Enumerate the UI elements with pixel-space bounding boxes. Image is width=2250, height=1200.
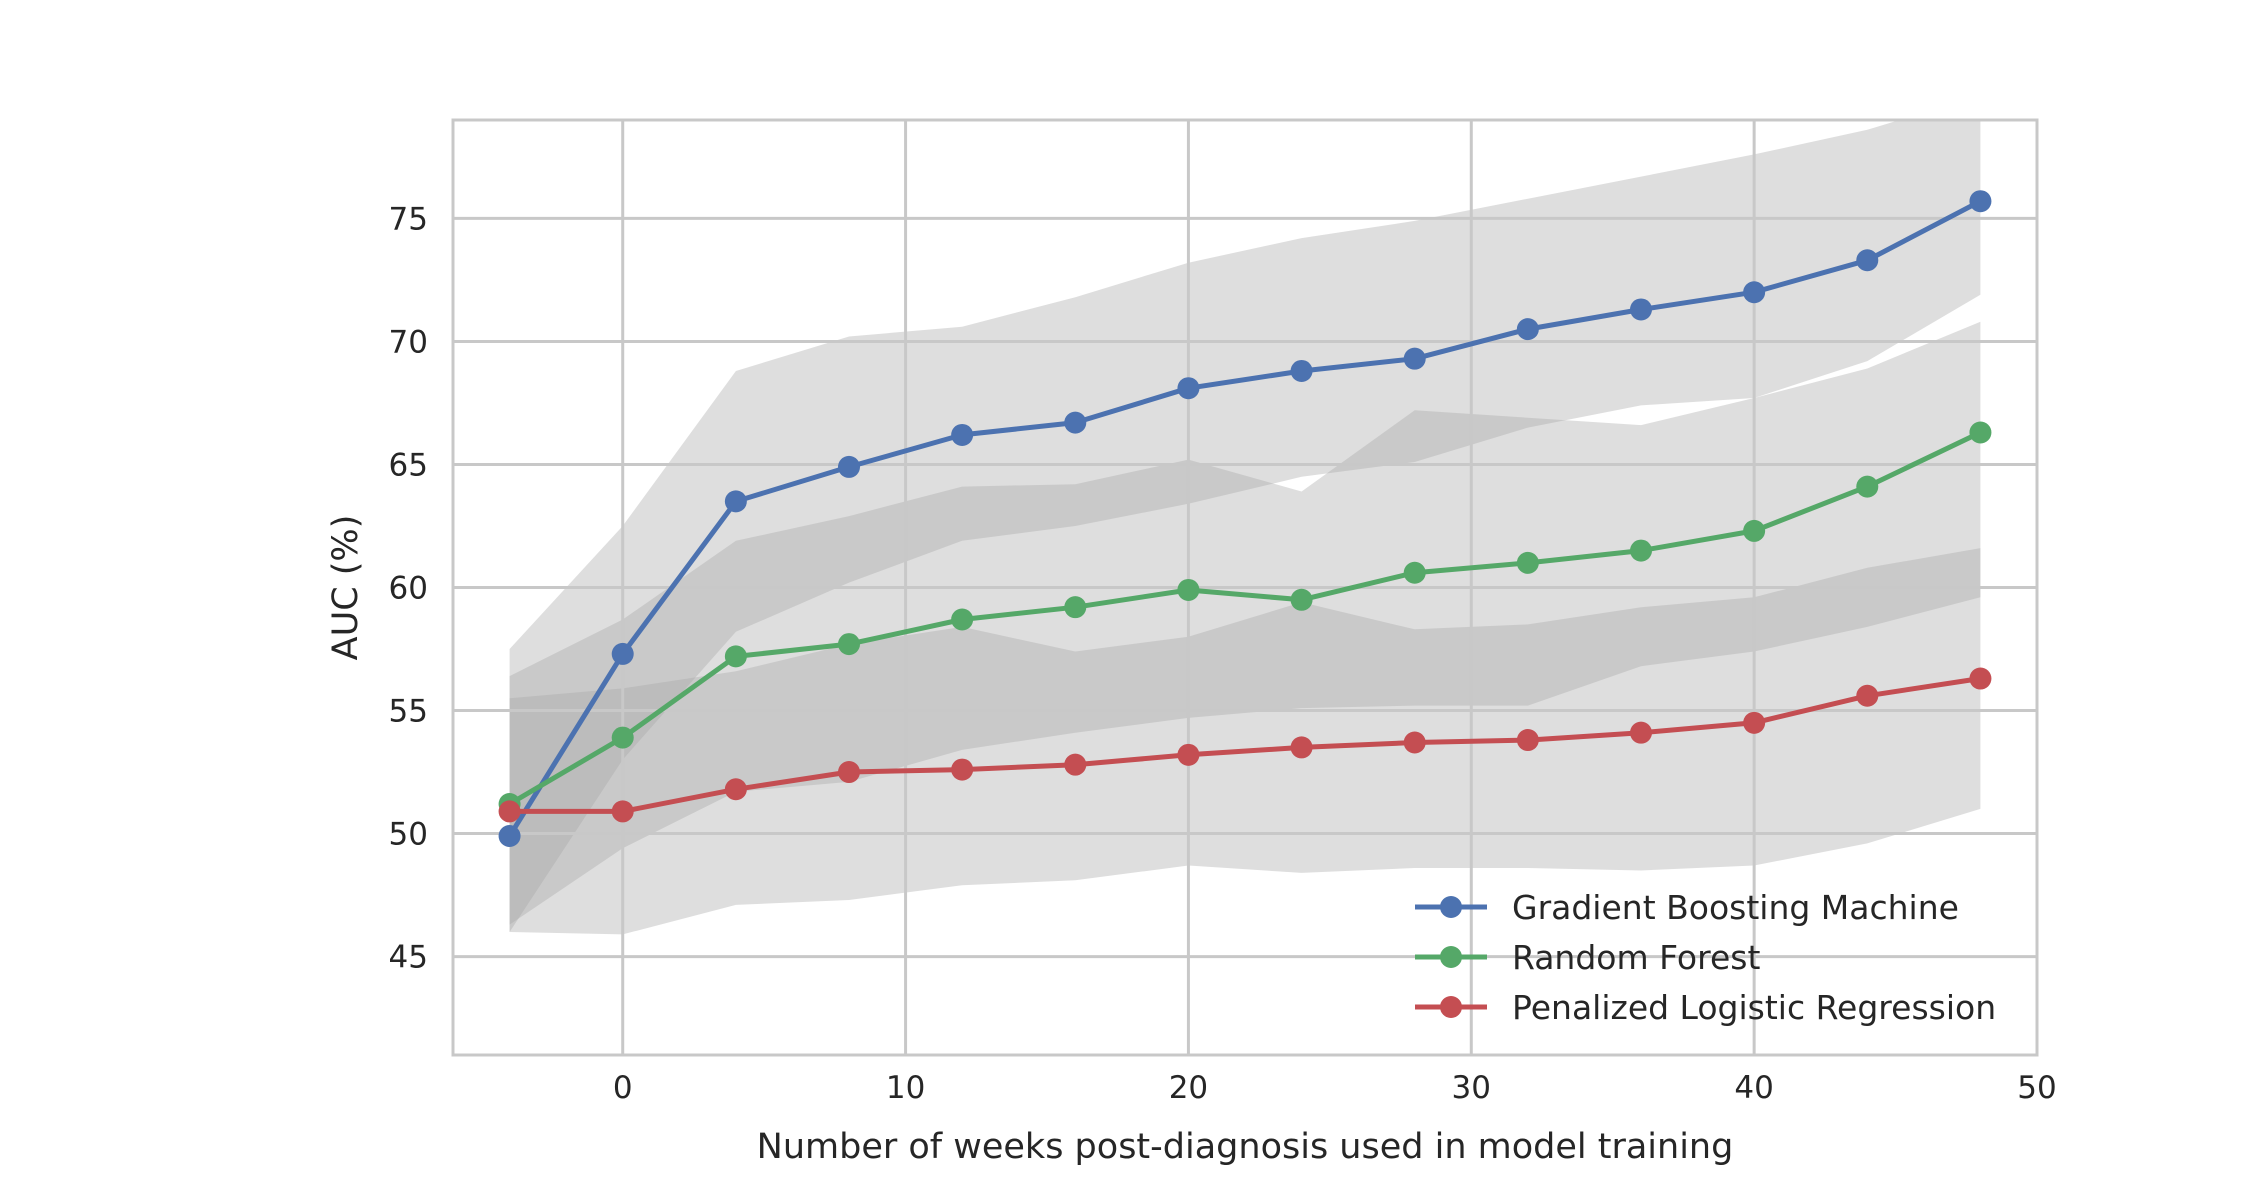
data-point-series-1 xyxy=(838,455,860,478)
data-point-series-3 xyxy=(1403,731,1426,754)
x-tick-label: 50 xyxy=(2017,1070,2056,1106)
y-tick-label: 60 xyxy=(389,571,428,607)
confidence-band-2 xyxy=(509,321,1981,925)
data-point-series-1 xyxy=(1516,318,1539,341)
data-point-series-2 xyxy=(1630,539,1652,562)
y-tick-label: 65 xyxy=(389,447,428,483)
x-tick-label: 10 xyxy=(886,1070,925,1106)
series-lines xyxy=(507,198,1982,838)
legend-label-2: Random Forest xyxy=(1512,938,1760,977)
data-point-series-1 xyxy=(498,825,521,848)
data-point-series-3 xyxy=(1064,753,1087,776)
data-point-series-1 xyxy=(1064,411,1087,434)
data-point-series-2 xyxy=(1743,519,1766,542)
data-point-series-2 xyxy=(1177,578,1200,601)
legend-label-1: Gradient Boosting Machine xyxy=(1512,888,1959,927)
data-point-series-1 xyxy=(951,423,974,446)
data-point-series-2 xyxy=(1856,475,1879,498)
y-tick-label: 70 xyxy=(389,324,428,360)
data-point-series-3 xyxy=(838,761,860,784)
legend-label-3: Penalized Logistic Regression xyxy=(1512,988,1996,1027)
legend-marker-1 xyxy=(1440,896,1462,918)
data-point-series-1 xyxy=(1743,281,1766,304)
data-point-series-1 xyxy=(611,642,634,665)
data-point-series-3 xyxy=(1743,711,1766,734)
x-tick-label: 30 xyxy=(1452,1070,1491,1106)
confidence-band-1 xyxy=(509,120,1981,932)
legend: Gradient Boosting Machine Random Forest Pe… xyxy=(1415,888,1996,1027)
data-point-series-2 xyxy=(611,726,634,749)
axis-ticks: 0 10 20 30 40 50 45 50 55 60 65 70 75 xyxy=(389,201,2057,1106)
series-line-2 xyxy=(508,430,1982,807)
data-point-series-1 xyxy=(1630,298,1652,321)
legend-marker-3 xyxy=(1440,996,1462,1018)
data-point-series-3 xyxy=(1290,736,1313,759)
plot-frame xyxy=(451,118,2039,1057)
data-point-series-3 xyxy=(951,758,974,781)
series-points xyxy=(498,190,1992,848)
data-point-series-1 xyxy=(724,490,747,513)
data-point-series-1 xyxy=(1290,359,1313,382)
data-point-series-3 xyxy=(1630,721,1652,744)
legend-marker-2 xyxy=(1440,946,1462,968)
y-tick-label: 55 xyxy=(389,694,428,730)
data-point-series-1 xyxy=(1856,249,1879,272)
data-point-series-2 xyxy=(1969,421,1992,444)
y-tick-label: 50 xyxy=(389,817,428,853)
data-point-series-1 xyxy=(1403,347,1426,370)
data-point-series-2 xyxy=(1516,551,1539,574)
series-line-1 xyxy=(507,198,1982,838)
y-tick-label: 45 xyxy=(389,940,428,976)
confidence-bands xyxy=(509,120,1981,935)
x-tick-label: 0 xyxy=(613,1070,633,1106)
data-point-series-3 xyxy=(724,778,747,801)
data-point-series-3 xyxy=(1177,743,1200,766)
x-tick-label: 40 xyxy=(1734,1070,1773,1106)
y-axis-label: AUC (%) xyxy=(326,515,366,661)
data-point-series-1 xyxy=(1969,190,1992,213)
data-point-series-2 xyxy=(724,645,747,668)
x-tick-label: 20 xyxy=(1169,1070,1208,1106)
data-point-series-2 xyxy=(951,608,974,631)
x-axis-label: Number of weeks post-diagnosis used in m… xyxy=(757,1127,1734,1167)
data-point-series-3 xyxy=(611,800,634,823)
data-point-series-2 xyxy=(838,633,860,656)
data-point-series-3 xyxy=(1969,667,1992,690)
series-line-3 xyxy=(509,676,1981,814)
data-point-series-2 xyxy=(1064,596,1087,619)
confidence-band-3 xyxy=(509,548,1981,935)
data-point-series-3 xyxy=(1856,684,1879,707)
data-point-series-1 xyxy=(1177,377,1200,400)
data-point-series-3 xyxy=(498,800,521,823)
data-point-series-2 xyxy=(1290,588,1313,611)
y-tick-label: 75 xyxy=(389,201,428,237)
data-point-series-3 xyxy=(1516,729,1539,752)
data-point-series-2 xyxy=(1403,561,1426,584)
